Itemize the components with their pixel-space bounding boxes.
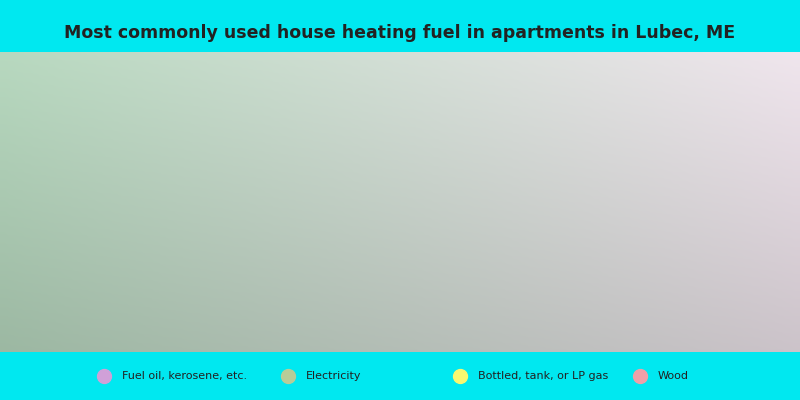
Polygon shape (200, 82, 542, 282)
Text: City-Data.com: City-Data.com (622, 66, 696, 76)
Text: Fuel oil, kerosene, etc.: Fuel oil, kerosene, etc. (122, 371, 246, 381)
Text: Wood: Wood (658, 371, 689, 381)
Polygon shape (474, 140, 590, 250)
Text: Electricity: Electricity (306, 371, 361, 381)
Text: Bottled, tank, or LP gas: Bottled, tank, or LP gas (478, 371, 608, 381)
Polygon shape (499, 220, 600, 276)
Text: Most commonly used house heating fuel in apartments in Lubec, ME: Most commonly used house heating fuel in… (65, 24, 735, 42)
Point (282, 373, 294, 379)
Point (98, 373, 110, 379)
Point (634, 373, 646, 379)
Polygon shape (504, 270, 600, 282)
Point (454, 373, 466, 379)
